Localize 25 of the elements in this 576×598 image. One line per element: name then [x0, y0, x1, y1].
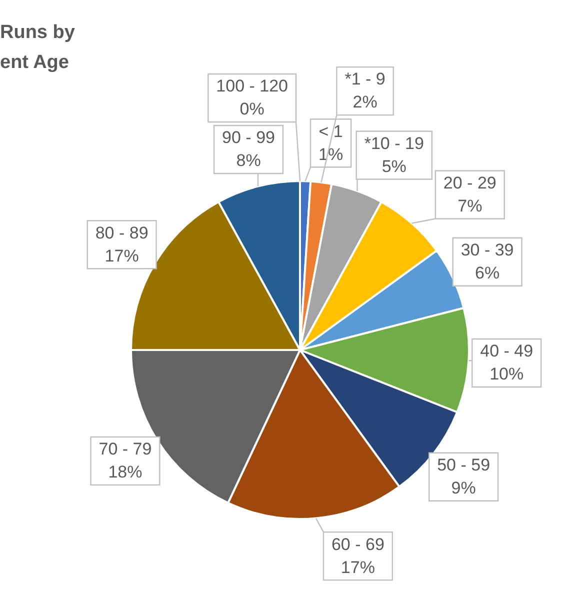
slice-label: 70 - 79: [98, 440, 152, 459]
data-label: 7%: [458, 196, 482, 216]
slice-label: 30 - 39: [460, 240, 514, 260]
slice-label: 20 - 29: [443, 173, 496, 192]
slice-label: 40 - 49: [480, 342, 534, 361]
slice-label: *1 - 9: [344, 70, 386, 89]
slice-label: < 1: [318, 122, 343, 141]
chart-title: Runs by ent Age: [0, 21, 75, 75]
slice-label: *10 - 19: [364, 134, 424, 153]
data-label: 1%: [318, 144, 344, 164]
data-label: 17%: [104, 246, 139, 266]
data-label: 2%: [352, 92, 378, 112]
category-label: 100 - 120: [216, 76, 288, 96]
data-label: 10%: [490, 364, 524, 384]
slice-label: 90 - 99: [222, 128, 275, 148]
slice-label: 80 - 89: [95, 223, 148, 242]
data-label: 5%: [382, 156, 406, 176]
text: 0%: [240, 100, 264, 119]
data-label: 6%: [475, 264, 500, 283]
slice-label: 50 - 59: [437, 456, 490, 475]
data-label: 18%: [108, 462, 142, 482]
slice-label: 60 - 69: [331, 534, 384, 554]
data-label: 9%: [451, 478, 476, 498]
data-label: 8%: [236, 151, 261, 170]
data-label: 17%: [340, 558, 375, 577]
